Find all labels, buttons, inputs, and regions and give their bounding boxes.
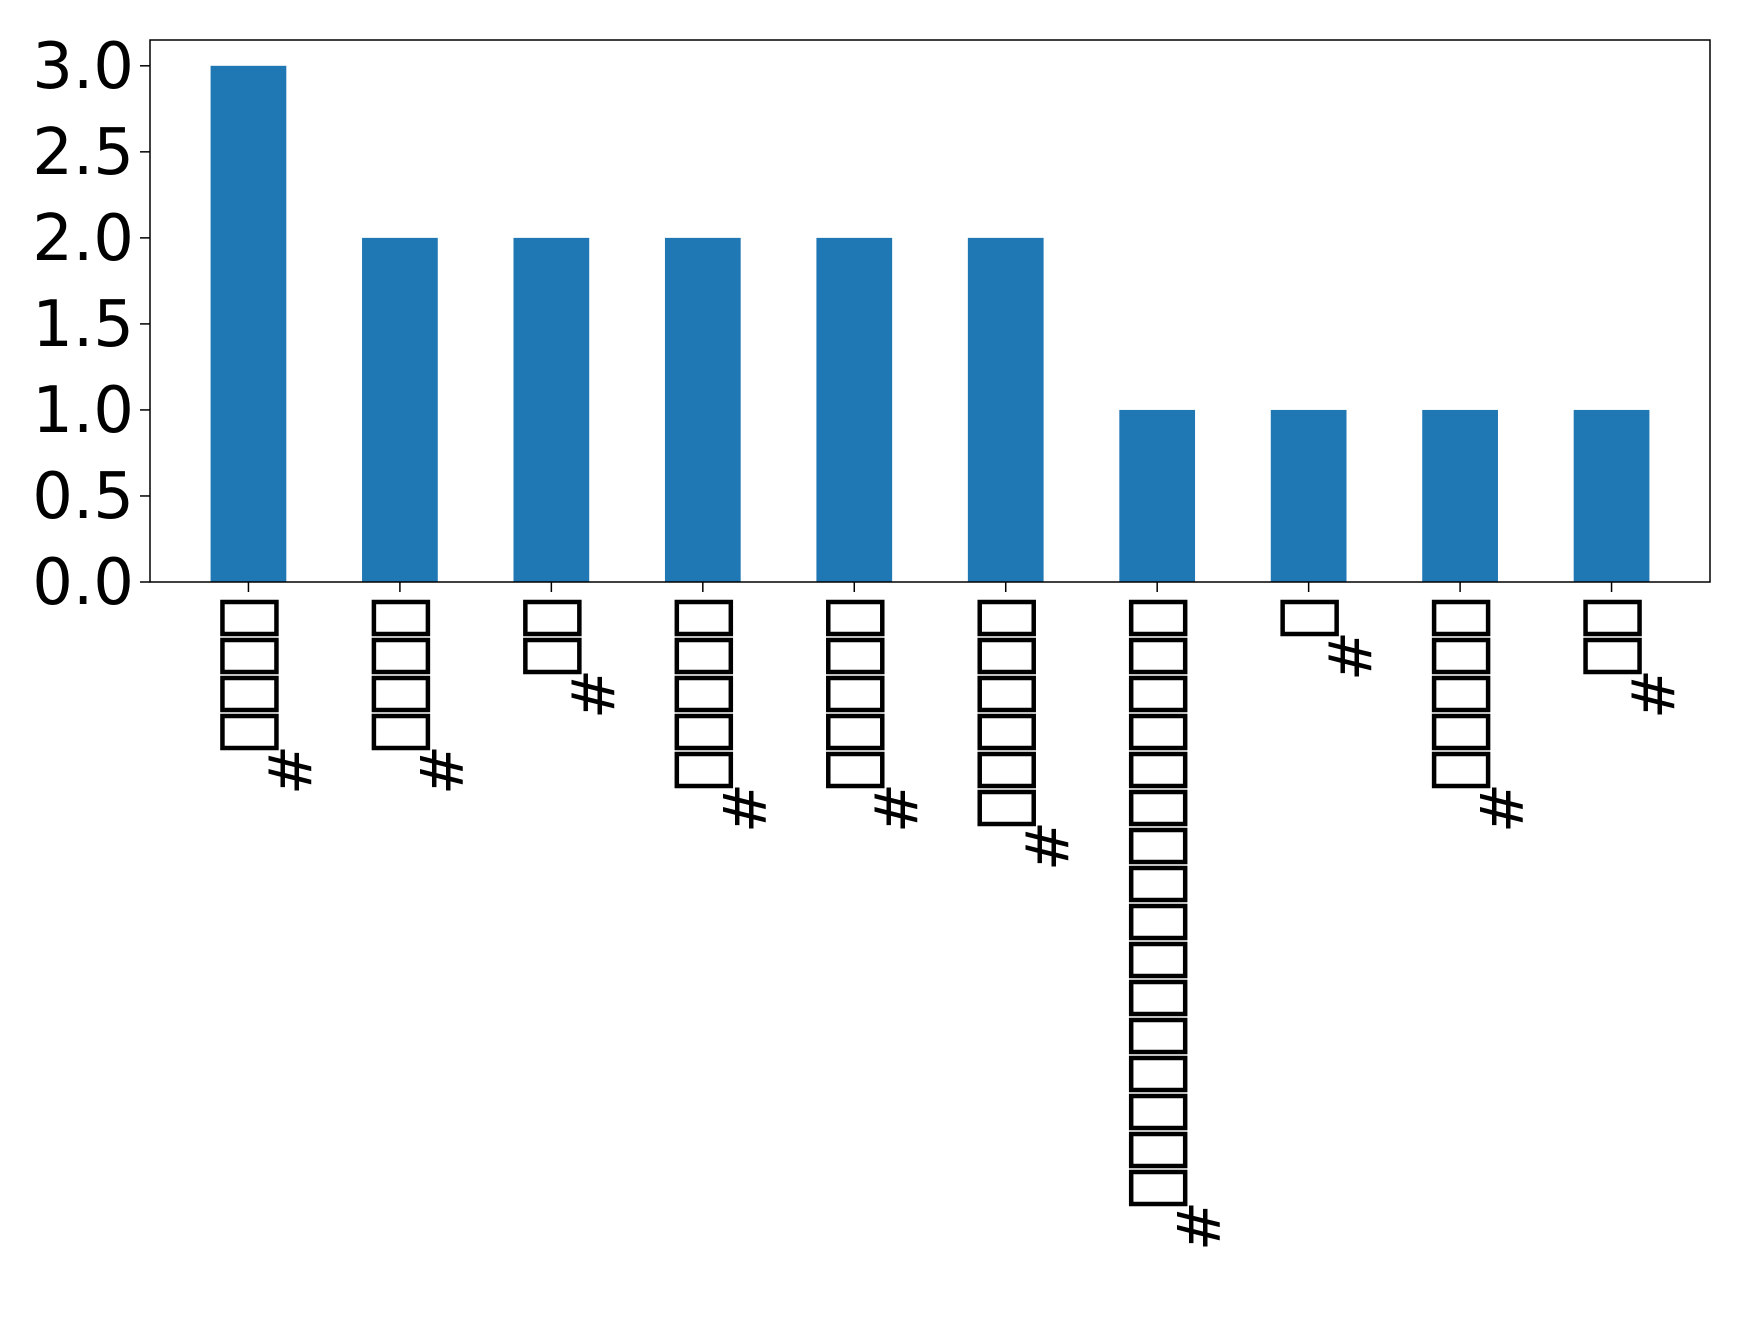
x-tick-glyph-box (674, 713, 734, 751)
plot-frame (149, 39, 1711, 583)
x-tick-glyph-box (220, 599, 279, 637)
bar-3 (664, 237, 741, 582)
x-tick-glyph-box (523, 637, 582, 675)
x-tick-glyph-box (674, 599, 734, 637)
x-tick-glyph-box (674, 675, 734, 713)
y-tick-label-3: 1.5 (32, 288, 134, 362)
x-tick-glyph-box (220, 637, 279, 675)
x-tick-glyph-box (674, 751, 734, 789)
x-tick-glyph-box (1128, 751, 1188, 789)
x-tick-label-7: # (1280, 599, 1384, 681)
y-tick-label-1: 0.5 (32, 460, 134, 534)
x-tick-glyph-box (1431, 713, 1491, 751)
x-axis: # # # # # # # # # # (220, 582, 1687, 1251)
x-tick-glyph-box (1128, 1093, 1188, 1131)
x-tick-glyph-box (826, 713, 885, 751)
x-tick-hash-3: # (708, 783, 778, 833)
x-tick-glyph-box (220, 713, 279, 751)
x-tick-hash-5: # (1011, 821, 1081, 871)
x-tick-glyph-box (1128, 675, 1188, 713)
x-tick-glyph-box (826, 637, 885, 675)
x-tick-hash-1: # (405, 745, 475, 795)
x-tick-label-9: # (1583, 599, 1687, 719)
x-tick-glyph-box (523, 599, 582, 637)
x-tick-glyph-box (1128, 941, 1188, 979)
x-tick-glyph-box (1128, 865, 1188, 903)
y-tick-label-6: 3.0 (32, 30, 134, 104)
x-tick-glyph-box (1128, 1131, 1188, 1169)
x-tick-glyph-box (1128, 1055, 1188, 1093)
bar-6 (1119, 409, 1196, 582)
x-tick-glyph-box (1431, 751, 1491, 789)
bar-0 (210, 65, 287, 583)
x-tick-label-0: # (220, 599, 323, 795)
x-tick-glyph-box (826, 675, 885, 713)
x-tick-glyph-box (1583, 599, 1642, 637)
x-tick-glyph-box (674, 637, 734, 675)
x-tick-glyph-box (1583, 637, 1642, 675)
bar-5 (967, 237, 1044, 582)
x-tick-glyph-box (1128, 903, 1188, 941)
x-tick-glyph-box (977, 713, 1036, 751)
x-tick-glyph-box (1128, 1017, 1188, 1055)
bar-7 (1270, 409, 1347, 582)
x-tick-label-5: # (977, 599, 1081, 871)
x-tick-glyph-box (1128, 599, 1188, 637)
x-tick-glyph-box (371, 599, 431, 637)
x-tick-glyph-box (1128, 979, 1188, 1017)
bar-8 (1422, 409, 1498, 582)
bar-4 (816, 237, 893, 582)
y-axis: 0.0 0.5 1.0 1.5 2.0 2.5 3.0 (32, 30, 150, 620)
x-tick-label-2: # (523, 599, 626, 719)
x-tick-hash-9: # (1617, 669, 1687, 719)
x-tick-hash-0: # (253, 745, 323, 795)
x-tick-hash-2: # (556, 669, 626, 719)
x-tick-label-1: # (371, 599, 475, 795)
x-tick-label-4: # (826, 599, 929, 833)
x-tick-glyph-box (371, 675, 431, 713)
x-tick-glyph-box (1431, 675, 1491, 713)
x-tick-label-8: # (1431, 599, 1535, 833)
x-tick-label-6: # (1128, 599, 1232, 1251)
x-tick-glyph-box (977, 675, 1036, 713)
y-tick-label-4: 2.0 (32, 202, 134, 276)
bars-group (210, 65, 1650, 583)
y-tick-label-0: 0.0 (32, 546, 134, 620)
x-tick-glyph-box (1128, 827, 1188, 865)
x-tick-glyph-box (1431, 599, 1491, 637)
x-tick-glyph-box (826, 599, 885, 637)
y-tick-label-5: 2.5 (32, 116, 134, 190)
x-tick-glyph-box (371, 713, 431, 751)
bar-9 (1573, 409, 1650, 582)
x-tick-glyph-box (1280, 599, 1339, 637)
x-tick-glyph-box (220, 675, 279, 713)
y-tick-label-2: 1.0 (32, 374, 134, 448)
x-tick-glyph-box (977, 637, 1036, 675)
x-tick-glyph-box (1431, 637, 1491, 675)
x-tick-hash-8: # (1465, 783, 1535, 833)
x-tick-glyph-box (1128, 789, 1188, 827)
x-tick-hash-7: # (1314, 631, 1384, 681)
bar-2 (513, 237, 590, 582)
x-tick-glyph-box (1128, 1169, 1188, 1207)
x-tick-hash-4: # (859, 783, 929, 833)
x-tick-glyph-box (1128, 713, 1188, 751)
x-tick-label-3: # (674, 599, 778, 833)
x-tick-hash-6: # (1162, 1201, 1232, 1251)
bar-1 (362, 237, 438, 582)
x-tick-glyph-box (1128, 637, 1188, 675)
x-tick-glyph-box (977, 789, 1036, 827)
x-tick-glyph-box (371, 637, 431, 675)
x-tick-glyph-box (977, 751, 1036, 789)
x-tick-glyph-box (977, 599, 1036, 637)
x-tick-glyph-box (826, 751, 885, 789)
